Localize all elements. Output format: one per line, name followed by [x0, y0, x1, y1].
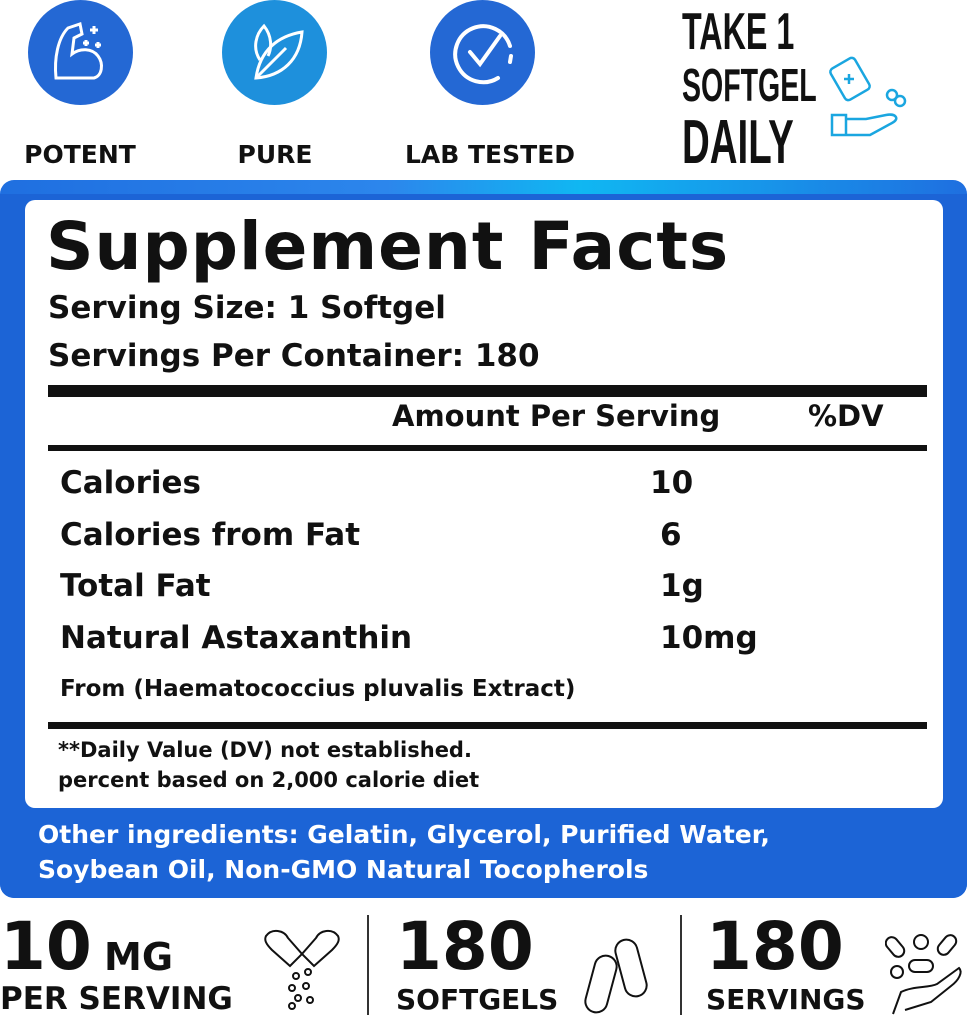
stat-number: 180 [396, 908, 534, 985]
header-dv: %DV [808, 399, 884, 433]
dosage-line3: DAILY [682, 108, 794, 177]
other-ingredients-2: Soybean Oil, Non-GMO Natural Tocopherols [38, 855, 649, 884]
footnote-2: percent based on 2,000 calorie diet [58, 768, 480, 792]
potent-badge [28, 0, 133, 105]
stat-number: 10 [0, 908, 92, 985]
check-circle-icon [452, 23, 513, 84]
divider [367, 915, 369, 1015]
supplement-facts-card [25, 200, 943, 808]
leaf-icon [253, 23, 304, 80]
stat-number: 180 [706, 908, 844, 985]
stat-label: PER SERVING [0, 981, 233, 1017]
badge-label: LAB TESTED [404, 140, 576, 169]
bottle-pill-hand-icon [829, 56, 907, 137]
lab-tested-badge [430, 0, 535, 105]
pills-hand-icon [885, 934, 962, 1015]
flexed-arm-icon [53, 21, 103, 79]
row-amount: 10 [650, 465, 694, 501]
serving-size: Serving Size: 1 Softgel [48, 290, 446, 326]
row-name: Calories [60, 465, 201, 501]
stat-label: SERVINGS [706, 983, 866, 1016]
header-amount: Amount Per Serving [392, 399, 721, 433]
row-amount: 1g [660, 568, 704, 604]
divider [680, 915, 682, 1015]
row-amount: 10mg [660, 620, 758, 656]
row-name: Total Fat [60, 568, 211, 604]
badge-label: POTENT [24, 140, 136, 169]
pure-badge [222, 0, 327, 105]
dosage-line2: SOFTGEL [682, 59, 817, 111]
softgels-icon [584, 938, 648, 1014]
stat-unit: MG [104, 935, 174, 979]
facts-title: Supplement Facts [46, 208, 730, 285]
footnote-1: **Daily Value (DV) not established. [58, 738, 472, 762]
badge-label: PURE [237, 140, 313, 169]
servings-per-container: Servings Per Container: 180 [48, 338, 540, 374]
thick-divider [48, 385, 927, 397]
source-note: From (Haematococcius pluvalis Extract) [60, 676, 576, 702]
other-ingredients-1: Other ingredients: Gelatin, Glycerol, Pu… [38, 820, 770, 849]
row-name: Natural Astaxanthin [60, 620, 413, 656]
divider [48, 445, 927, 451]
row-name: Calories from Fat [60, 517, 361, 553]
open-capsule-icon [264, 930, 340, 1010]
divider [48, 722, 927, 729]
dosage-line1: TAKE 1 [682, 3, 795, 61]
row-amount: 6 [660, 517, 682, 553]
stat-label: SOFTGELS [396, 983, 559, 1016]
